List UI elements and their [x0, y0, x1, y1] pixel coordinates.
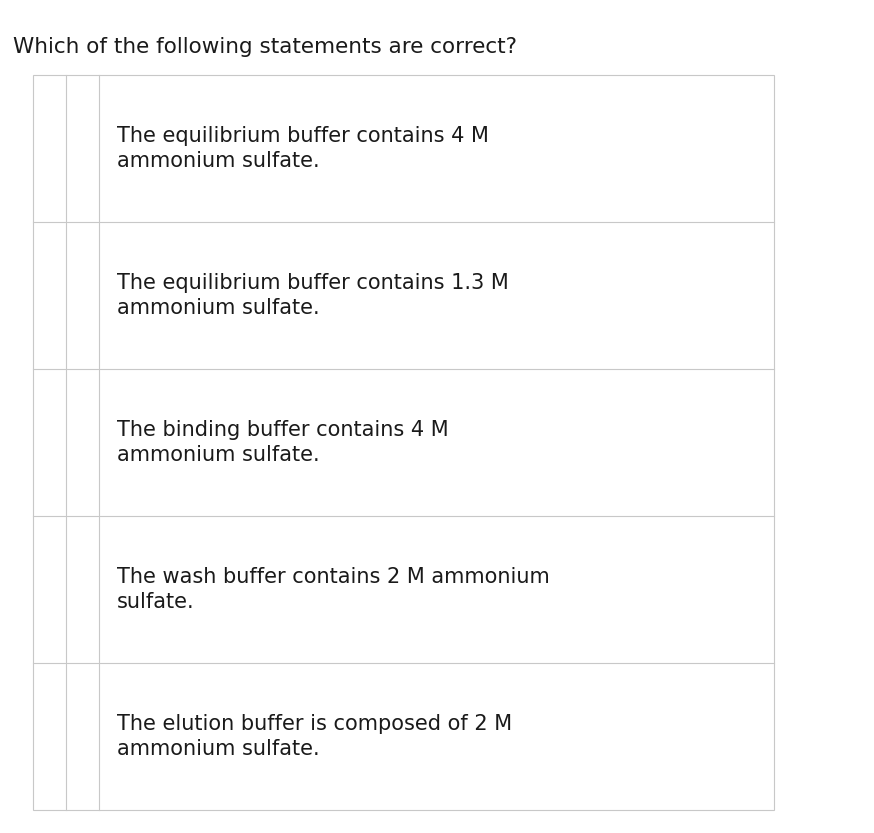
Text: Which of the following statements are correct?: Which of the following statements are co…	[13, 37, 517, 57]
Text: The equilibrium buffer contains 1.3 M
ammonium sulfate.: The equilibrium buffer contains 1.3 M am…	[117, 272, 509, 318]
Bar	[33, 75, 774, 810]
Text: The elution buffer is composed of 2 M
ammonium sulfate.: The elution buffer is composed of 2 M am…	[117, 714, 512, 760]
Text: The wash buffer contains 2 M ammonium
sulfate.: The wash buffer contains 2 M ammonium su…	[117, 566, 550, 612]
Bar	[33, 75, 774, 810]
Text: The equilibrium buffer contains 4 M
ammonium sulfate.: The equilibrium buffer contains 4 M ammo…	[117, 126, 489, 172]
Text: The binding buffer contains 4 M
ammonium sulfate.: The binding buffer contains 4 M ammonium…	[117, 420, 448, 466]
